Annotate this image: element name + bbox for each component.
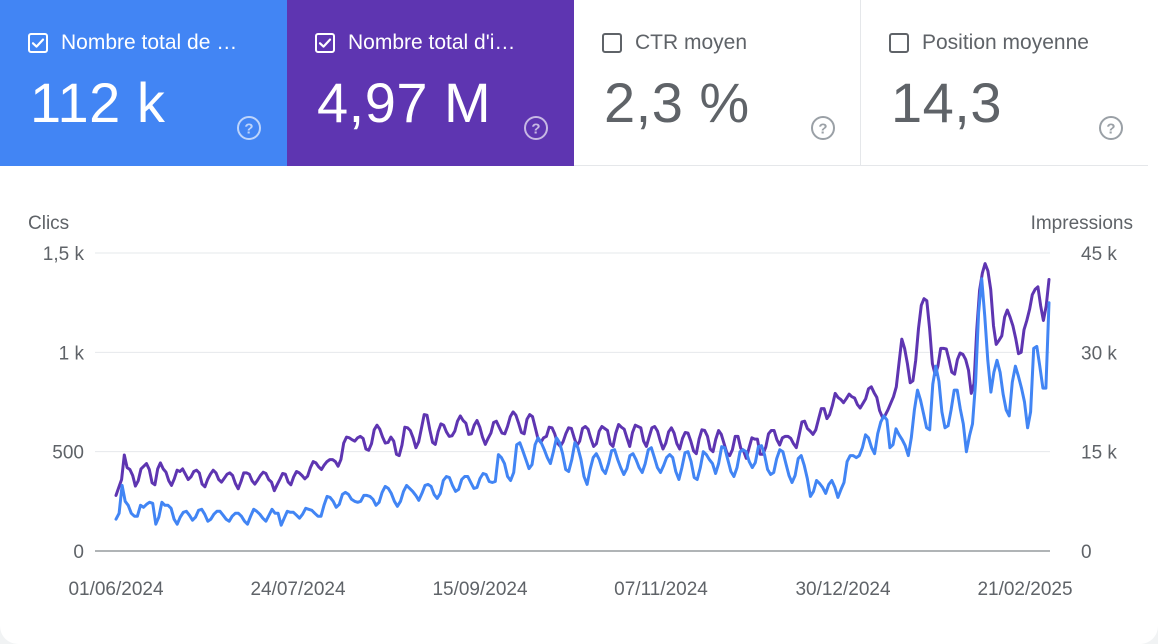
help-icon[interactable]: ? bbox=[523, 115, 549, 141]
metric-card-position[interactable]: Position moyenne 14,3 ? bbox=[861, 0, 1148, 166]
check-icon bbox=[318, 38, 332, 48]
metric-value: 4,97 M bbox=[317, 71, 492, 134]
series-lines bbox=[114, 262, 1051, 527]
checkbox-checked[interactable] bbox=[315, 33, 335, 53]
metric-value: 14,3 bbox=[891, 71, 1002, 134]
metric-card-ctr[interactable]: CTR moyen 2,3 % ? bbox=[574, 0, 861, 166]
axis-ticks: 0 0 500 15 k 1 k 30 k 1,5 k 45 k 01/06/2024 24/07… bbox=[43, 244, 1118, 600]
metric-card-header: CTR moyen bbox=[602, 30, 844, 56]
series-line-clics bbox=[114, 277, 1051, 527]
metric-value: 2,3 % bbox=[604, 71, 750, 134]
y-right-tick-label: 30 k bbox=[1081, 343, 1117, 364]
metric-label: Nombre total de … bbox=[61, 31, 238, 54]
y-left-tick-label: 1 k bbox=[59, 343, 85, 364]
svg-text:?: ? bbox=[244, 121, 253, 138]
svg-text:?: ? bbox=[818, 121, 827, 138]
metric-card-clicks[interactable]: Nombre total de … 112 k ? bbox=[0, 0, 287, 166]
checkbox-checked[interactable] bbox=[28, 33, 48, 53]
metric-value: 112 k bbox=[30, 71, 166, 134]
metric-card-header: Nombre total d'i… bbox=[315, 30, 557, 56]
x-tick-label: 01/06/2024 bbox=[68, 579, 164, 600]
x-tick-label: 07/11/2024 bbox=[614, 579, 708, 600]
y-left-axis-title: Clics bbox=[28, 213, 69, 234]
y-right-tick-label: 0 bbox=[1081, 542, 1092, 563]
y-left-tick-label: 1,5 k bbox=[43, 244, 85, 265]
svg-text:?: ? bbox=[1106, 121, 1115, 138]
svg-text:?: ? bbox=[531, 121, 540, 138]
y-right-axis-title: Impressions bbox=[1031, 213, 1133, 234]
x-tick-label: 24/07/2024 bbox=[250, 579, 346, 600]
series-line-impressions bbox=[114, 262, 1051, 497]
x-tick-label: 30/12/2024 bbox=[795, 579, 891, 600]
metric-label: CTR moyen bbox=[635, 31, 748, 54]
y-right-tick-label: 15 k bbox=[1081, 443, 1117, 464]
x-tick-label: 15/09/2024 bbox=[432, 579, 528, 600]
metric-card-header: Nombre total de … bbox=[28, 30, 270, 56]
help-icon[interactable]: ? bbox=[236, 115, 262, 141]
performance-line-chart: Clics Impressions 0 0 500 15 k 1 k 30 k 1,5 k 4… bbox=[28, 213, 1133, 600]
metric-card-header: Position moyenne bbox=[889, 30, 1132, 56]
metric-card-impressions[interactable]: Nombre total d'i… 4,97 M ? bbox=[287, 0, 574, 166]
metric-label: Position moyenne bbox=[922, 31, 1089, 54]
checkbox-unchecked[interactable] bbox=[602, 33, 622, 53]
help-icon[interactable]: ? bbox=[810, 115, 836, 141]
help-icon[interactable]: ? bbox=[1098, 115, 1124, 141]
y-right-tick-label: 45 k bbox=[1081, 244, 1117, 265]
metric-cards: Nombre total de … 112 k ? Nombre total d… bbox=[0, 0, 1158, 166]
y-left-tick-label: 500 bbox=[52, 443, 84, 464]
x-tick-label: 21/02/2025 bbox=[977, 579, 1072, 600]
check-icon bbox=[31, 38, 45, 48]
checkbox-unchecked[interactable] bbox=[889, 33, 909, 53]
metric-label: Nombre total d'i… bbox=[348, 31, 516, 54]
y-left-tick-label: 0 bbox=[73, 542, 84, 563]
grid-lines bbox=[95, 252, 1050, 552]
